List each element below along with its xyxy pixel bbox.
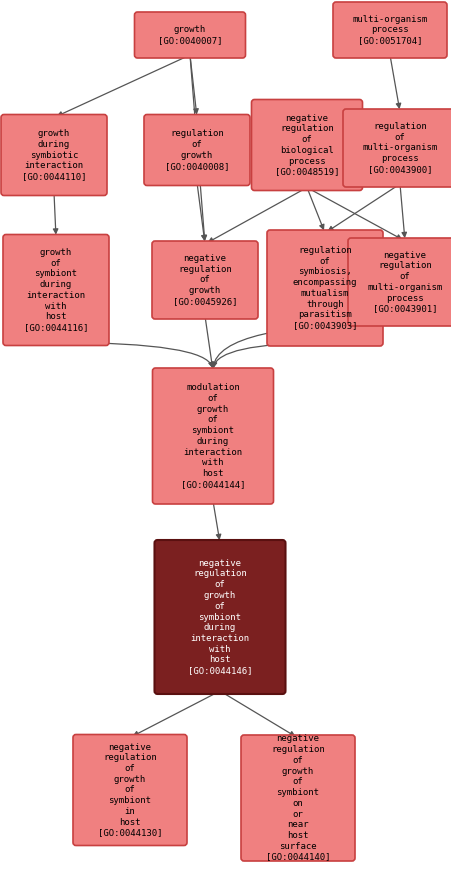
FancyBboxPatch shape xyxy=(152,368,273,504)
FancyBboxPatch shape xyxy=(267,230,383,346)
Text: growth
[GO:0040007]: growth [GO:0040007] xyxy=(158,25,222,45)
FancyBboxPatch shape xyxy=(333,2,447,58)
Text: negative
regulation
of
growth
of
symbiont
during
interaction
with
host
[GO:00441: negative regulation of growth of symbion… xyxy=(188,559,252,675)
FancyBboxPatch shape xyxy=(241,735,355,861)
Text: growth
of
symbiont
during
interaction
with
host
[GO:0044116]: growth of symbiont during interaction wi… xyxy=(24,248,88,333)
FancyBboxPatch shape xyxy=(144,114,250,185)
FancyBboxPatch shape xyxy=(343,109,451,187)
Text: negative
regulation
of
growth
[GO:0045926]: negative regulation of growth [GO:004592… xyxy=(173,254,237,306)
Text: regulation
of
multi-organism
process
[GO:0043900]: regulation of multi-organism process [GO… xyxy=(362,122,437,174)
FancyBboxPatch shape xyxy=(252,99,363,190)
Text: regulation
of
growth
[GO:0040008]: regulation of growth [GO:0040008] xyxy=(165,130,229,171)
FancyBboxPatch shape xyxy=(1,114,107,196)
FancyBboxPatch shape xyxy=(73,735,187,846)
Text: negative
regulation
of
biological
process
[GO:0048519]: negative regulation of biological proces… xyxy=(275,114,339,176)
Text: negative
regulation
of
growth
of
symbiont
on
or
near
host
surface
[GO:0044140]: negative regulation of growth of symbion… xyxy=(266,734,330,862)
Text: modulation
of
growth
of
symbiont
during
interaction
with
host
[GO:0044144]: modulation of growth of symbiont during … xyxy=(181,384,245,489)
FancyBboxPatch shape xyxy=(152,241,258,319)
FancyBboxPatch shape xyxy=(134,12,245,58)
Text: negative
regulation
of
growth
of
symbiont
in
host
[GO:0044130]: negative regulation of growth of symbion… xyxy=(98,743,162,838)
FancyBboxPatch shape xyxy=(3,234,109,345)
Text: regulation
of
symbiosis,
encompassing
mutualism
through
parasitism
[GO:0043903]: regulation of symbiosis, encompassing mu… xyxy=(293,246,357,330)
FancyBboxPatch shape xyxy=(155,540,285,694)
Text: multi-organism
process
[GO:0051704]: multi-organism process [GO:0051704] xyxy=(352,14,428,46)
Text: negative
regulation
of
multi-organism
process
[GO:0043901]: negative regulation of multi-organism pr… xyxy=(368,250,442,314)
Text: growth
during
symbiotic
interaction
[GO:0044110]: growth during symbiotic interaction [GO:… xyxy=(22,129,86,181)
FancyBboxPatch shape xyxy=(348,238,451,326)
